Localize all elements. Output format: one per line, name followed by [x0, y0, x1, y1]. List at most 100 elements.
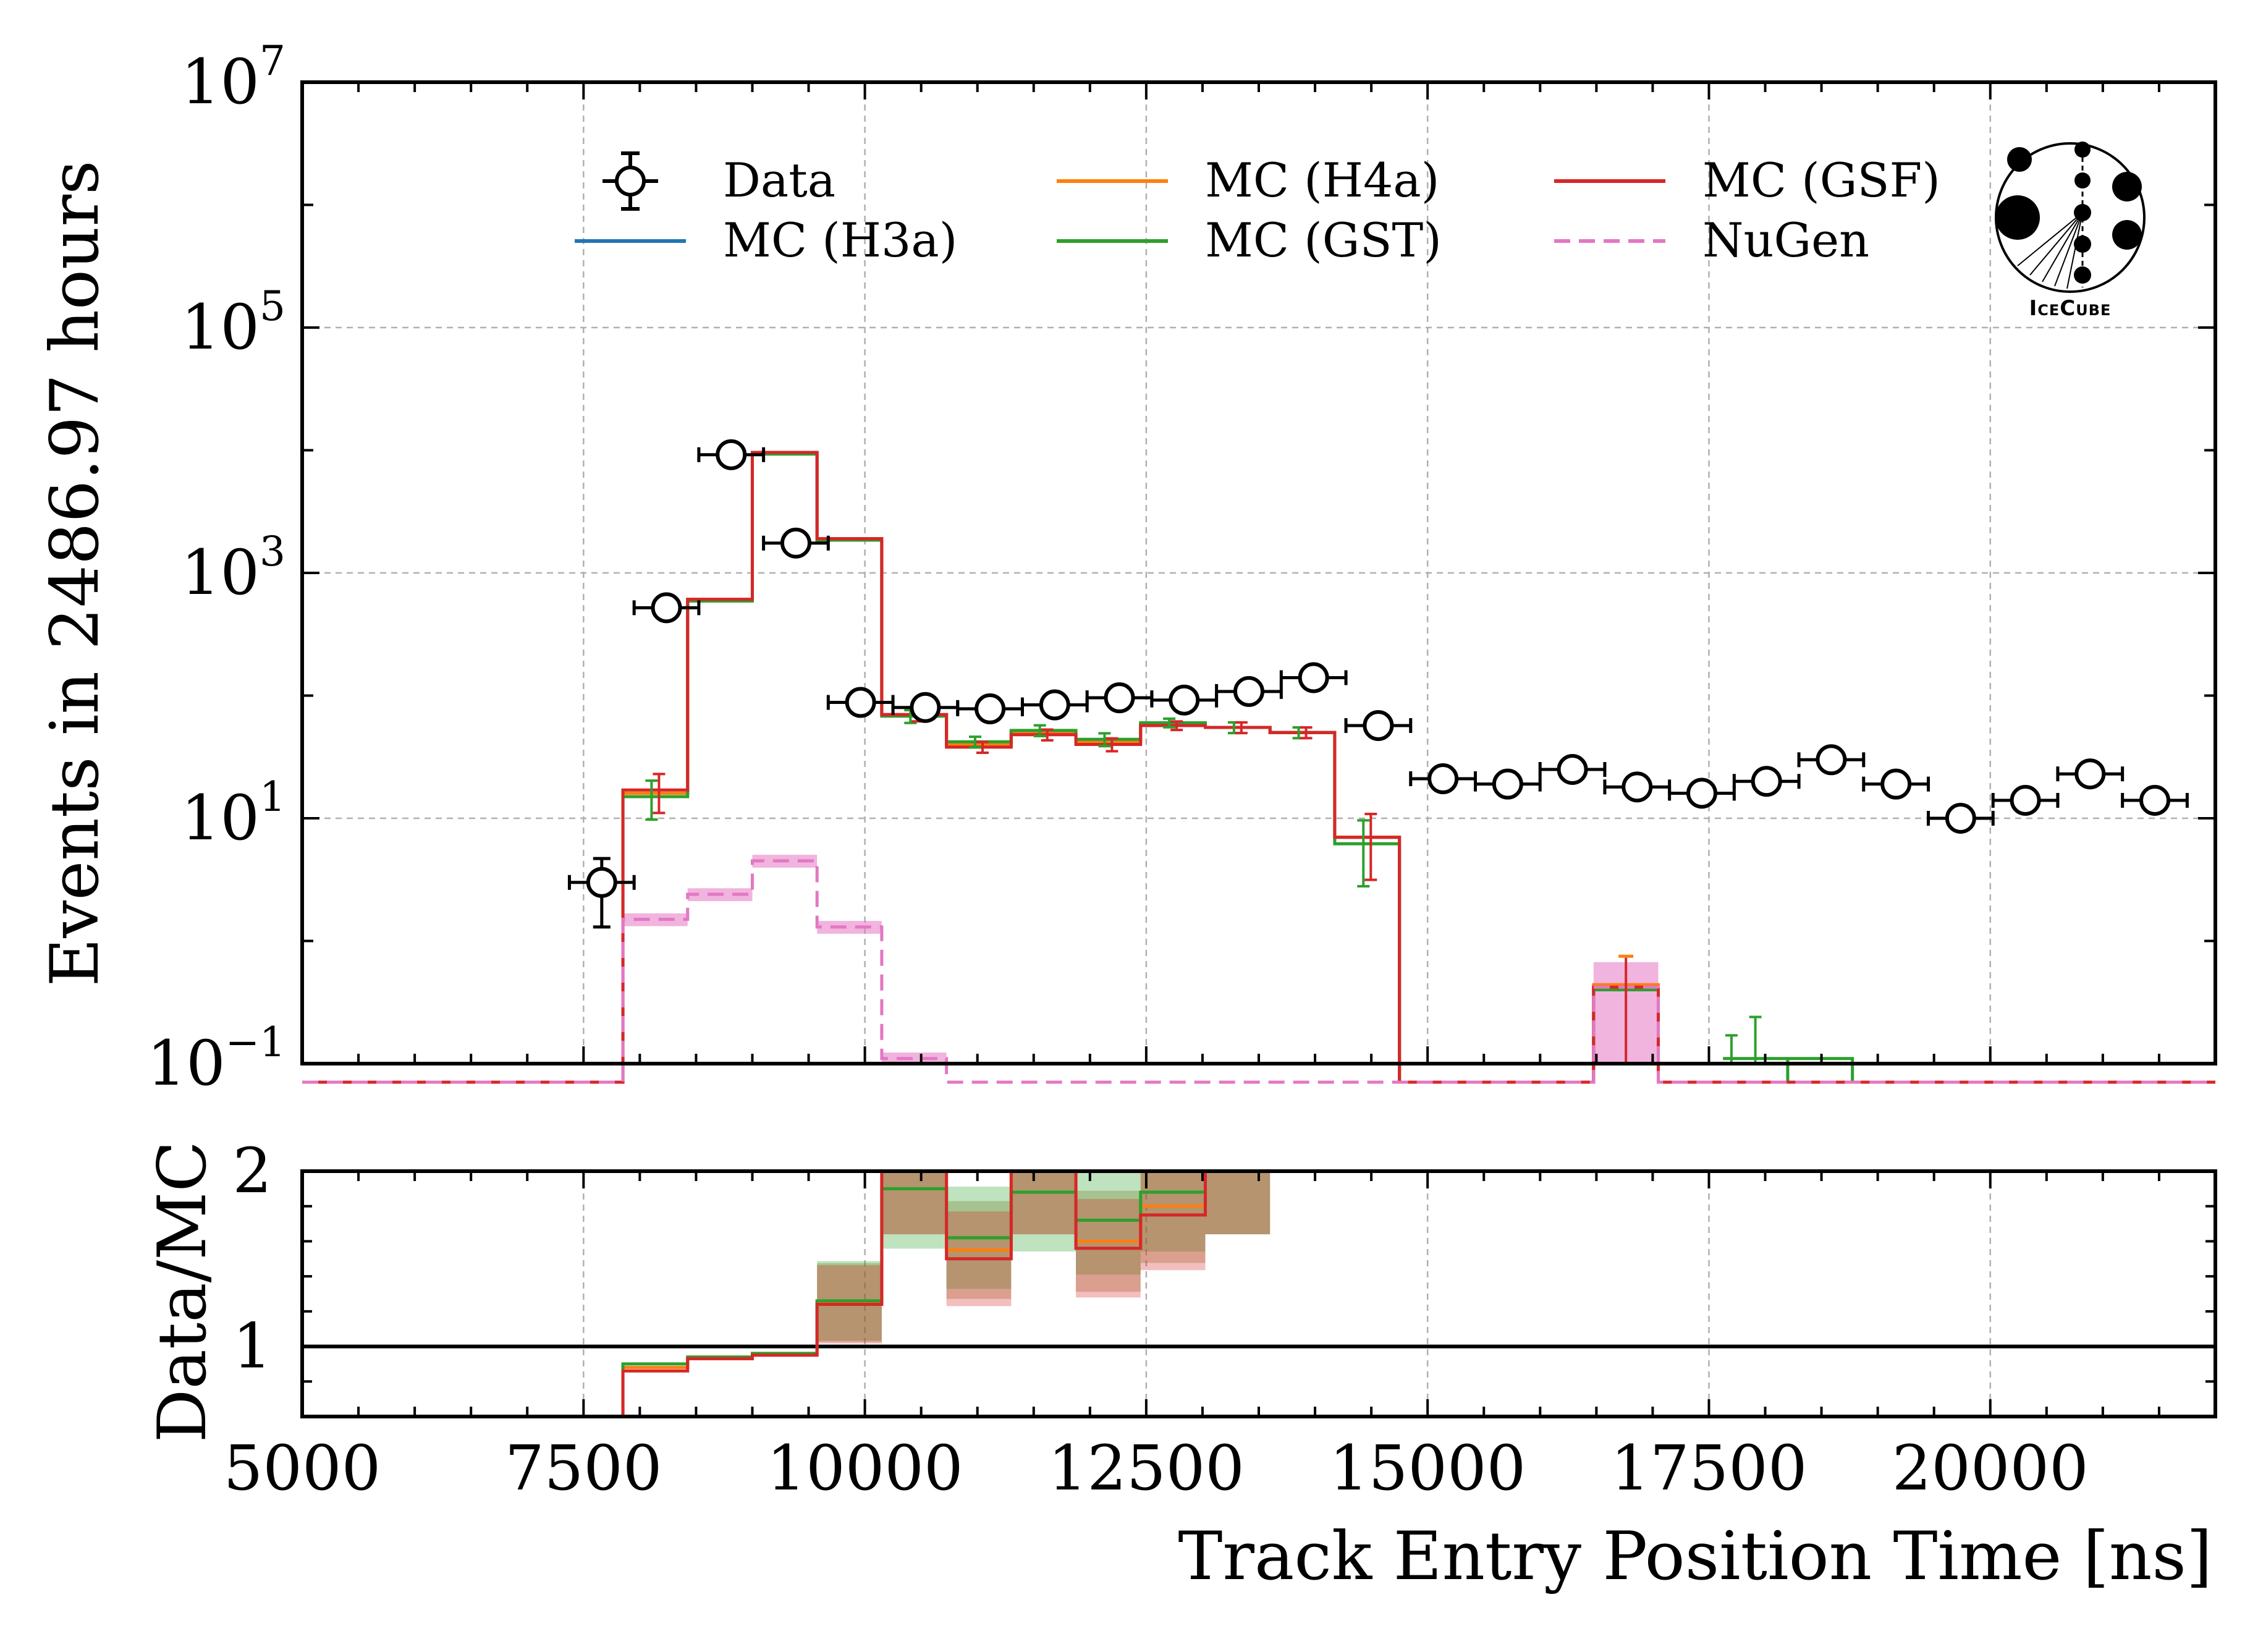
- ratio-grid: [583, 1171, 1992, 1417]
- data-point: [1020, 689, 1089, 721]
- data-point: [1538, 754, 1607, 786]
- y-tick-label: 105: [181, 282, 285, 363]
- data-point: [891, 692, 960, 723]
- data-point: [1797, 744, 1866, 776]
- x-tick-label: 12500: [1048, 1432, 1245, 1504]
- data-marker: [1039, 689, 1070, 721]
- legend-label-h4a: MC (H4a): [1205, 153, 1439, 208]
- axis-tick-labels: 5000 7500 10000 12500 15000 17500 20000 10−1 101…: [146, 37, 2088, 1504]
- ratio-uncertainty-band: [1011, 1171, 1076, 1252]
- data-point: [762, 527, 830, 559]
- data-point: [1279, 662, 1348, 693]
- nugen-uncertainty-band: [881, 1053, 947, 1064]
- ratio-uncertainty-band: [1140, 1171, 1206, 1263]
- main-grid: [302, 82, 2215, 1064]
- nugen-uncertainty-band: [623, 913, 688, 926]
- data-point: [1732, 766, 1801, 797]
- icecube-logo: IceCube: [1995, 142, 2146, 321]
- data-marker: [1233, 676, 1264, 707]
- data-marker: [1816, 744, 1847, 776]
- data-marker: [975, 693, 1006, 724]
- data-point: [1668, 777, 1736, 809]
- legend-data-marker: [603, 151, 658, 211]
- x-tick-label: 10000: [767, 1432, 963, 1504]
- legend-label-nugen: NuGen: [1702, 213, 1869, 268]
- y-tick-label: 107: [181, 37, 285, 118]
- mc-uncertainty-bands: [623, 855, 1659, 1064]
- data-marker: [2074, 758, 2106, 790]
- data-marker: [1751, 766, 1782, 797]
- ratio-uncertainty-band: [1011, 1171, 1076, 1235]
- histogram-nugen: [302, 859, 2215, 1084]
- legend-label-gsf: MC (GSF): [1702, 153, 1940, 208]
- data-point: [1603, 771, 1672, 803]
- ratio-uncertainty-band: [1140, 1171, 1206, 1252]
- ratio-uncertainty-band: [1076, 1171, 1141, 1275]
- data-marker: [1363, 710, 1394, 741]
- x-tick-label: 7500: [505, 1432, 662, 1504]
- ratio-y-tick-label: 1: [232, 1310, 272, 1383]
- data-point: [2056, 758, 2125, 790]
- data-marker: [910, 692, 941, 723]
- y-axis-title-main: Events in 2486.97 hours: [36, 160, 114, 986]
- data-point: [956, 693, 1024, 724]
- x-tick-label: 20000: [1892, 1432, 2089, 1504]
- data-marker: [1622, 771, 1653, 803]
- ratio-y-tick-label: 2: [232, 1135, 272, 1207]
- data-marker: [1104, 682, 1135, 714]
- data-points: [567, 439, 2189, 929]
- legend-label-data: Data: [723, 153, 835, 208]
- data-point: [1473, 768, 1542, 800]
- data-point: [567, 857, 636, 929]
- data-point: [826, 687, 895, 718]
- axis-ticks: [301, 81, 2217, 1418]
- y-tick-label: 10−1: [146, 1019, 285, 1099]
- data-point: [1862, 768, 1930, 800]
- y-tick-exponent: −1: [226, 1019, 285, 1066]
- ratio-uncertainty-band: [881, 1171, 947, 1235]
- data-marker: [1945, 803, 1976, 834]
- x-tick-label: 17500: [1610, 1432, 1807, 1504]
- x-tick-label: 5000: [224, 1432, 381, 1504]
- histogram-mc-h4a: [302, 451, 2215, 1084]
- y-tick-label: 103: [181, 528, 285, 609]
- x-tick-label: 15000: [1329, 1432, 1526, 1504]
- data-marker: [651, 592, 682, 624]
- ratio-uncertainty-bands: [817, 1171, 1271, 1344]
- data-marker: [1169, 684, 1200, 716]
- histogram-mc-gsf: [302, 451, 2215, 1084]
- ratio-uncertainty-band: [881, 1171, 947, 1249]
- data-point: [1215, 676, 1283, 707]
- y-tick-exponent: 5: [260, 282, 285, 330]
- data-marker: [2139, 784, 2171, 816]
- y-tick-exponent: 7: [260, 37, 285, 85]
- y-axis-title-ratio: Data/MC: [144, 1141, 221, 1442]
- ratio-uncertainty-band: [1205, 1171, 1271, 1235]
- legend-label-gst: MC (GST): [1205, 213, 1442, 268]
- data-marker: [1880, 768, 1912, 800]
- ratio-uncertainty-band: [1140, 1171, 1206, 1271]
- data-marker: [1492, 768, 1523, 800]
- data-point: [1409, 763, 1477, 795]
- x-axis-title: Track Entry Position Time [ns]: [1178, 1518, 2212, 1595]
- data-point: [1344, 710, 1413, 741]
- data-point: [1991, 784, 2060, 816]
- mc-histograms: [302, 451, 2215, 1084]
- data-marker: [586, 866, 617, 898]
- data-point: [1085, 682, 1154, 714]
- histogram-mc-h3a: [302, 451, 2215, 1084]
- data-marker: [1427, 763, 1459, 795]
- ratio-uncertainty-band: [1205, 1171, 1271, 1235]
- y-tick-label: 101: [181, 773, 285, 854]
- nugen-uncertainty-band: [817, 921, 882, 934]
- legend: Data MC (H3a) MC (H4a) MC (GST) MC (GSF)…: [575, 151, 1940, 268]
- icecube-logo-text: IceCube: [2029, 296, 2112, 321]
- data-point: [632, 592, 701, 624]
- data-marker: [845, 687, 876, 718]
- ratio-uncertainty-band: [881, 1171, 947, 1235]
- y-tick-exponent: 1: [260, 773, 285, 821]
- ratio-histograms: [302, 1169, 2215, 1417]
- y-tick-exponent: 3: [260, 528, 285, 575]
- legend-label-h3a: MC (H3a): [723, 213, 957, 268]
- data-point: [1927, 803, 1995, 834]
